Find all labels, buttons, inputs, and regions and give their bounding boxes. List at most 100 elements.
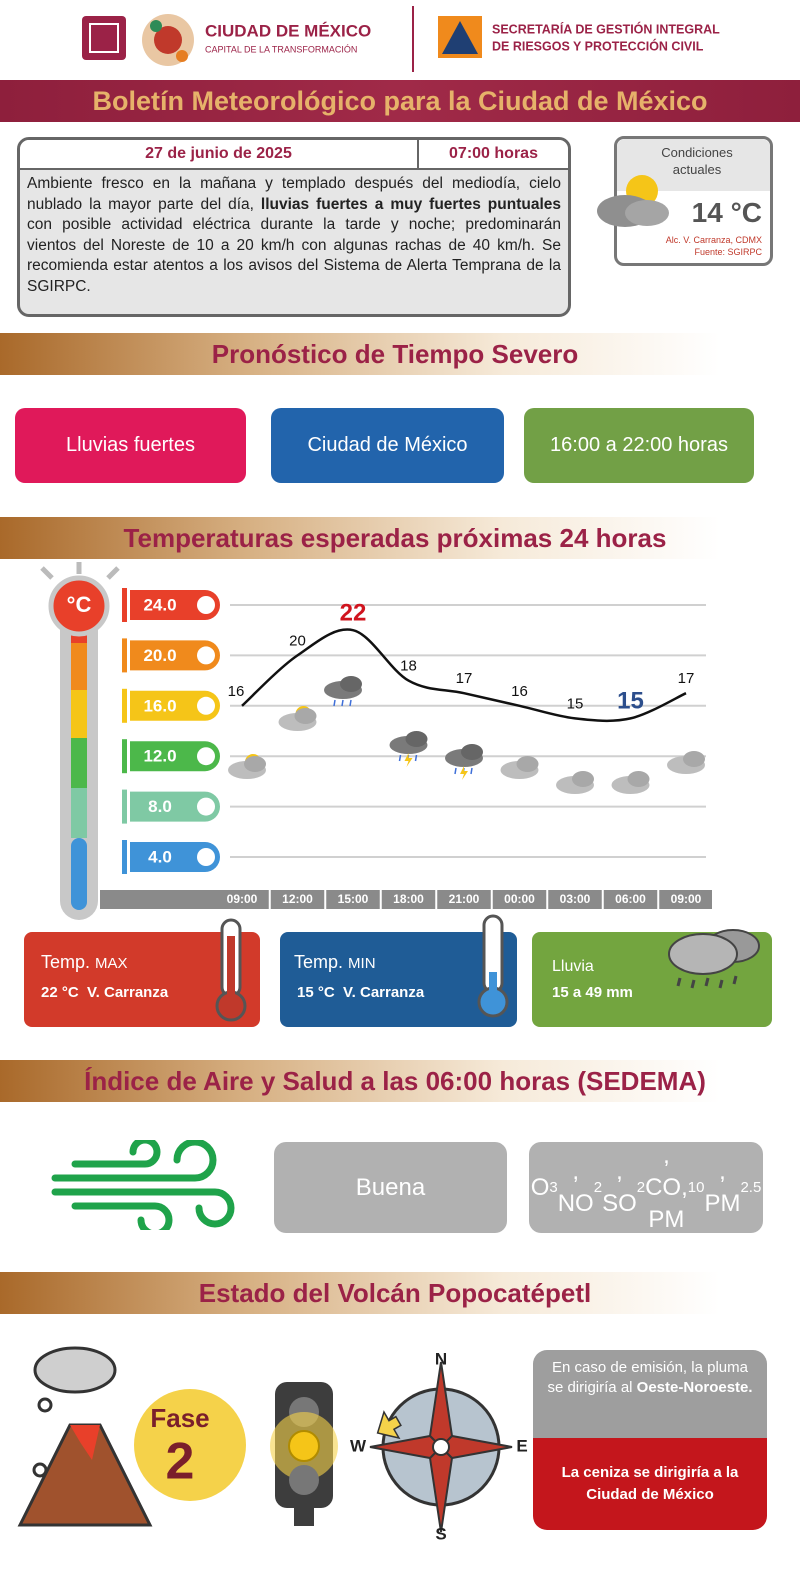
- city-emblem-heart: [154, 26, 182, 54]
- ash-text: La ceniza se dirigiría a la Ciudad de Mé…: [533, 1438, 767, 1530]
- weather-cloud: [572, 771, 594, 787]
- weather-cloud: [340, 676, 362, 692]
- data-label: 20: [289, 632, 306, 649]
- weather-cloud: [627, 771, 650, 787]
- cloud: [625, 200, 669, 226]
- thermometer-ray: [106, 566, 120, 580]
- agency-logo-triangle: [442, 21, 478, 54]
- y-tick-label: 12.0: [143, 747, 176, 766]
- tick-tag-bar: [122, 588, 127, 622]
- rain-value: 15 a 49 mm: [552, 984, 633, 1001]
- data-label: 18: [400, 658, 417, 675]
- weather-rain: [341, 699, 344, 707]
- bulletin-box: 27 de junio de 2025 07:00 horas Ambiente…: [17, 137, 571, 317]
- ash: [32, 1462, 48, 1478]
- section-band: [0, 1060, 720, 1102]
- tick-tag: [130, 842, 220, 872]
- data-label: 17: [678, 670, 695, 687]
- current-source: Fuente: SGIRPC: [694, 247, 762, 257]
- y-tick-label: 8.0: [148, 797, 172, 816]
- thermometer-band: [71, 838, 87, 910]
- tick-tag: [130, 640, 220, 671]
- y-tick-label: 24.0: [143, 595, 176, 614]
- tick-tag-bar: [122, 840, 127, 874]
- phase-label: Fase: [150, 1403, 209, 1433]
- bulletin-header: 27 de junio de 2025 07:00 horas: [20, 140, 568, 170]
- city-shield: [82, 16, 126, 60]
- compass-east: E: [516, 1436, 527, 1455]
- phase-number: 2: [166, 1433, 195, 1491]
- weather-cloud: [244, 756, 266, 772]
- tick-tag-bar: [122, 688, 127, 723]
- pollutant-text: , NO: [557, 1157, 594, 1217]
- city-subtitle: CAPITAL DE LA TRANSFORMACIÓN: [205, 44, 357, 54]
- section-title: Temperaturas esperadas próximas 24 horas: [123, 523, 667, 553]
- min-value: 15 °C V. Carranza: [297, 984, 425, 1001]
- bulletin-text: Ambiente fresco en la mañana y templado …: [20, 170, 568, 301]
- compass-south: S: [435, 1524, 446, 1543]
- current-box: Condiciones actuales 14 °C Alc. V. Carra…: [597, 136, 773, 266]
- weather-rain: [470, 767, 473, 775]
- wind-lines: [51, 1140, 235, 1230]
- current-location: Alc. V. Carranza, CDMX: [665, 235, 762, 245]
- qualifier: MIN: [348, 955, 376, 972]
- weather-cloud: [461, 744, 483, 760]
- pollutant-text: , CO, PM: [645, 1141, 688, 1233]
- thermometer-band: [71, 643, 87, 690]
- temperature-chart: °C 24.0 20.0 16.0 12.0 8.0 4.0 09:00 12:00 15:00…: [40, 562, 712, 920]
- weather-rain: [454, 767, 457, 775]
- current-icon: [597, 175, 669, 227]
- severe-area: Ciudad de México: [271, 408, 504, 483]
- rain-drops: [676, 975, 738, 989]
- weather-rain: [398, 754, 402, 762]
- air-quality: Buena: [274, 1142, 507, 1233]
- weather-rain: [333, 699, 336, 707]
- bulletin-segment: con posible actividad eléctrica durante …: [27, 216, 561, 295]
- icon-level: [227, 936, 235, 1002]
- section-band: [0, 517, 720, 559]
- tick-tag-dot: [197, 696, 215, 715]
- data-label: 15: [567, 695, 584, 712]
- y-tick-label: 16.0: [143, 696, 176, 715]
- agency-name: SECRETARÍA DE GESTIÓN INTEGRAL: [492, 21, 720, 36]
- plume-direction: Oeste-Noroeste.: [636, 1379, 753, 1396]
- data-label: 17: [456, 670, 473, 687]
- unit-label: °C: [67, 592, 92, 617]
- min-label: Temp. MIN: [294, 952, 376, 973]
- data-label: 16: [511, 683, 528, 700]
- y-tick-label: 20.0: [143, 646, 176, 665]
- lava: [70, 1425, 100, 1460]
- current-temperature: 14 °C: [691, 197, 762, 228]
- bulletin-time: 07:00 horas: [449, 145, 538, 162]
- x-tick-label: 06:00: [615, 892, 646, 906]
- title-band: Boletín Meteorológico para la Ciudad de …: [0, 80, 800, 122]
- tick-tag-bar: [122, 638, 127, 673]
- min-card: Temp. MIN 15 °C V. Carranza: [280, 914, 517, 1027]
- label: Temp.: [41, 952, 91, 972]
- weather-cloud: [405, 731, 428, 747]
- compass-center: [432, 1438, 450, 1456]
- max-value: 22 °C V. Carranza: [41, 984, 169, 1001]
- tick-tag-bar: [122, 789, 127, 824]
- pollutant-subscript: 2: [593, 1178, 603, 1196]
- tick-tag: [130, 741, 220, 772]
- x-tick-label: 09:00: [227, 892, 258, 906]
- pollutant-text: O: [530, 1173, 550, 1201]
- pollutant-text: , PM: [704, 1157, 741, 1217]
- city-shield-detail: [89, 23, 119, 53]
- thermometer-band: [71, 788, 87, 838]
- bulletin-segment: Ambiente fresco en la mañana y templado …: [27, 175, 561, 213]
- time-axis: [100, 890, 712, 909]
- severe-period: 16:00 a 22:00 horas: [524, 408, 754, 483]
- thermometer-bulb: [48, 575, 110, 637]
- page-title: Boletín Meteorológico para la Ciudad de …: [92, 86, 708, 116]
- x-tick-label: 12:00: [282, 892, 313, 906]
- section-band: [0, 333, 720, 375]
- cloud: [668, 933, 738, 975]
- light-off: [289, 1465, 319, 1495]
- tick-tag-dot: [197, 797, 215, 816]
- section-title: Estado del Volcán Popocatépetl: [198, 1278, 592, 1308]
- weather-cloud: [294, 708, 317, 724]
- compass-west: W: [350, 1436, 367, 1455]
- pollutant-subscript: 2.5: [740, 1178, 762, 1196]
